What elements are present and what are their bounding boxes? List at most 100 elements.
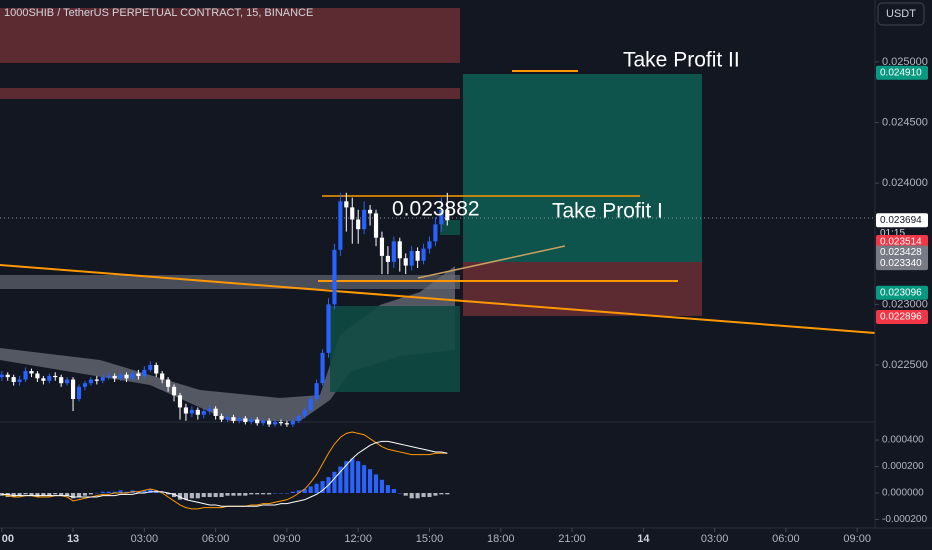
candle-body <box>195 409 200 415</box>
x-tick-label: 03:00 <box>131 533 159 545</box>
histogram-bar <box>148 489 153 494</box>
histogram-bar <box>88 493 93 495</box>
histogram-bar <box>332 471 337 494</box>
candle-body <box>255 419 260 424</box>
macd-line <box>1 440 448 507</box>
candle-body <box>445 209 450 221</box>
histogram-bar <box>302 489 307 494</box>
histogram-bar <box>391 489 396 494</box>
histogram-bar <box>379 479 385 494</box>
candle-body <box>23 371 28 380</box>
target-zone <box>463 74 702 262</box>
x-tick-label: 21:00 <box>558 533 586 545</box>
candle-body <box>76 386 82 399</box>
price-tag <box>876 245 928 260</box>
candle-body <box>53 375 58 378</box>
histogram-bar <box>177 493 183 500</box>
price-tag-label: 0.023428 <box>880 247 922 258</box>
histogram-bar <box>41 493 46 496</box>
countdown: 01:15 <box>880 228 905 239</box>
y-tick-label: 0.022500 <box>882 359 928 371</box>
candle-body <box>409 251 414 266</box>
zone <box>440 220 460 235</box>
candle-body <box>5 374 10 378</box>
histogram-bar <box>23 493 28 495</box>
histogram-bar <box>11 493 16 497</box>
candle-body <box>106 375 111 378</box>
histogram-bar <box>385 485 390 494</box>
histogram-bar <box>189 493 194 499</box>
trend-line <box>417 245 566 279</box>
price-tag-label: 0.024910 <box>880 67 922 78</box>
histogram-bar <box>290 491 295 494</box>
candle-body <box>41 378 46 381</box>
zone <box>0 88 460 99</box>
candle-body <box>201 411 206 415</box>
histogram-bar <box>225 493 230 496</box>
annotation: Take Profit II <box>623 49 740 72</box>
candle-body <box>421 248 426 261</box>
y-tick-label: 0.000200 <box>882 461 924 472</box>
candle-body <box>207 408 212 412</box>
candle-body <box>112 375 117 379</box>
candle-body <box>272 422 278 425</box>
histogram-bar <box>373 474 379 494</box>
y-tick-label: 0.024000 <box>882 177 928 189</box>
trend-line <box>0 264 876 334</box>
histogram-bar <box>344 461 349 494</box>
candle-body <box>403 258 408 266</box>
candle-body <box>231 417 236 421</box>
histogram-bar <box>445 493 450 495</box>
candle-body <box>118 374 123 379</box>
candle-body <box>82 383 88 387</box>
candle-body <box>397 241 402 259</box>
histogram-bar <box>195 493 200 499</box>
histogram-bar <box>160 491 165 494</box>
candle-body <box>0 374 4 378</box>
histogram-bar <box>213 493 218 497</box>
histogram-bar <box>124 491 129 494</box>
histogram-bar <box>397 493 402 494</box>
histogram-bar <box>284 493 289 494</box>
candle-body <box>267 420 272 425</box>
histogram-bar <box>362 465 367 494</box>
x-tick-label: 14 <box>637 533 650 545</box>
candle-body <box>171 386 177 396</box>
price-tag-label: 0.023514 <box>880 237 922 248</box>
zone <box>0 8 460 63</box>
price-tag <box>876 285 928 300</box>
overlay: 0.025000 0.024500 0.024000 0.023000 0.022500… <box>1 49 928 545</box>
currency-button[interactable] <box>877 2 925 26</box>
histogram-bar <box>17 493 22 496</box>
candle-body <box>130 373 135 379</box>
candle-body <box>160 373 165 380</box>
histogram-bar <box>106 491 111 494</box>
x-tick-label: 03:00 <box>701 533 729 545</box>
candle-body <box>302 409 307 416</box>
candle-body <box>261 420 266 424</box>
histogram-bar <box>183 493 189 500</box>
candle-body <box>284 423 289 425</box>
histogram-bar <box>320 481 325 494</box>
histogram-bar <box>166 493 171 495</box>
candle-body <box>154 365 159 374</box>
y-tick-label: 0.025000 <box>882 56 928 68</box>
candle-body <box>314 383 319 399</box>
histogram-bar <box>261 493 266 495</box>
histogram-bar <box>76 493 82 497</box>
candle-body <box>136 373 141 376</box>
candle-body <box>35 373 40 379</box>
histogram-bar <box>94 493 99 494</box>
candle-body <box>308 398 313 410</box>
histogram-bar <box>5 493 10 497</box>
currency-button-label[interactable]: USDT <box>886 8 916 20</box>
candle-body <box>219 415 224 420</box>
price-tag-label: 0.023694 <box>880 215 922 226</box>
histogram-bar <box>350 458 355 494</box>
annotation: 0.023882 <box>392 198 480 221</box>
price-tag <box>876 256 928 271</box>
candle-body <box>59 377 64 384</box>
candle-body <box>362 209 367 230</box>
candle-body <box>415 251 420 261</box>
